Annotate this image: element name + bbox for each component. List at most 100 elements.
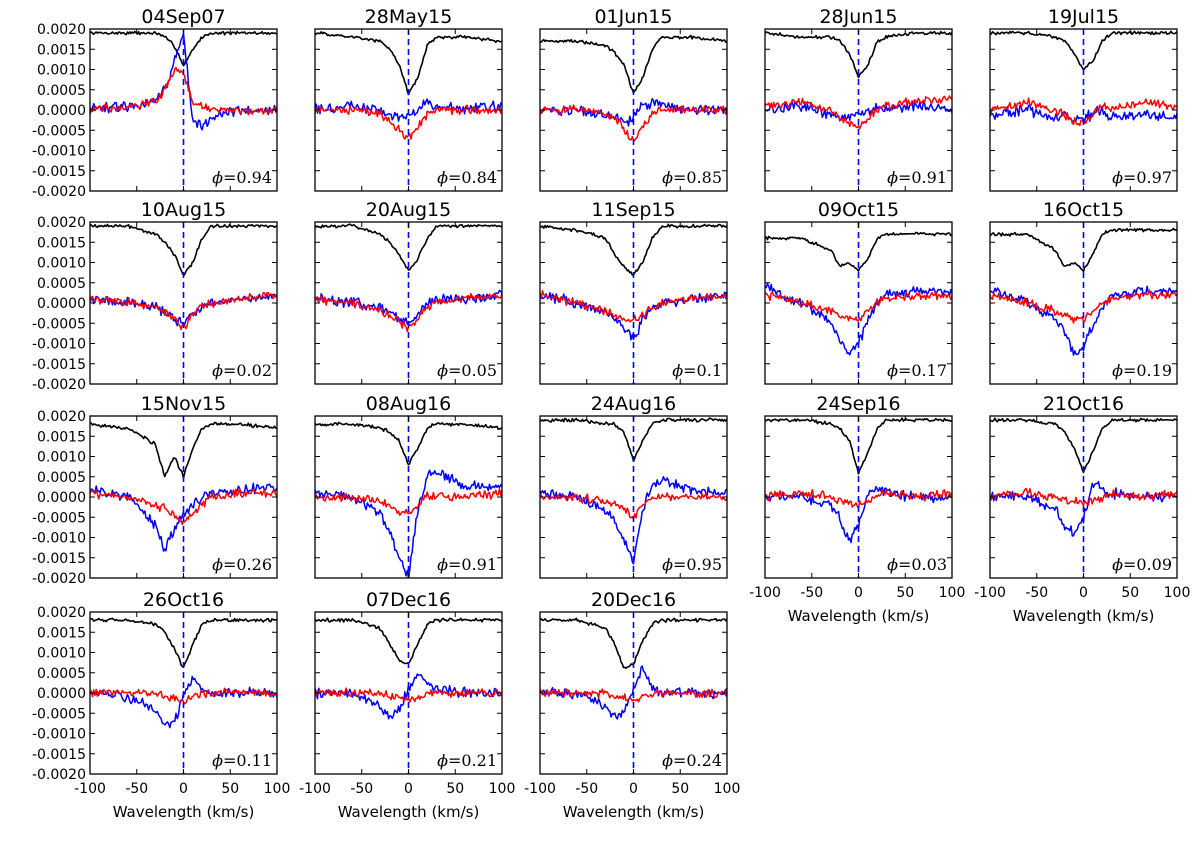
y-tick-label: -0.0010 (32, 531, 86, 547)
panel-09Oct15: 09Oct15 ϕ=0.17 (764, 199, 953, 385)
x-tick-label: 50 (446, 781, 464, 797)
panel-title: 19Jul15 (1048, 6, 1119, 28)
panel-series (315, 421, 502, 578)
y-tick-label: 0.0020 (37, 605, 86, 621)
panel-title: 24Sep16 (816, 393, 900, 415)
x-axis-label: Wavelength (km/s) (338, 803, 480, 821)
phase-annotation: ϕ=0.03 (887, 555, 947, 574)
y-tick-label: 0.0015 (37, 429, 86, 445)
series-line-stokes-i-scaled (765, 417, 952, 475)
x-tick-label: -50 (800, 585, 823, 601)
y-tick-label: 0.0005 (37, 470, 86, 486)
y-tick-label: -0.0005 (32, 706, 86, 722)
y-tick-label: 0.0010 (37, 450, 86, 466)
y-tick-label: 0.0005 (37, 666, 86, 682)
x-tick-label: -50 (575, 781, 598, 797)
x-tick-label: 100 (489, 781, 516, 797)
panel-title: 21Oct16 (1043, 393, 1124, 415)
x-tick-label: 100 (939, 585, 966, 601)
panel-11Sep15: 11Sep15 ϕ=0.1 (539, 199, 728, 385)
x-tick-label: 50 (671, 781, 689, 797)
y-tick-label: -0.0020 (32, 184, 86, 200)
panel-21Oct16: 21Oct16 -100 -50 0 50 100 Wavelength (km/s) ϕ=0… (974, 393, 1190, 625)
panel-26Oct16: 26Oct16 0.0020 0.0015 0.0010 0.0005 0.0000 -0.… (32, 589, 290, 821)
x-tick-label: 0 (404, 781, 413, 797)
phase-annotation: ϕ=0.97 (1112, 168, 1172, 187)
series-line-stokes-v (90, 675, 277, 729)
x-tick-label: 50 (896, 585, 914, 601)
x-tick-label: 50 (221, 781, 239, 797)
y-tick-label: -0.0015 (32, 164, 86, 180)
panel-24Sep16: 24Sep16 -100 -50 0 50 100 Wavelength (km/s) ϕ=0… (749, 393, 965, 625)
x-axis-label: Wavelength (km/s) (113, 803, 255, 821)
y-tick-label: -0.0005 (32, 510, 86, 526)
x-tick-label: 0 (1079, 585, 1088, 601)
y-tick-label: -0.0020 (32, 571, 86, 587)
panel-title: 08Aug16 (366, 393, 451, 415)
phase-annotation: ϕ=0.85 (662, 168, 722, 187)
x-tick-label: 0 (179, 781, 188, 797)
panel-28Jun15: 28Jun15 ϕ=0.91 (764, 6, 953, 192)
panel-title: 07Dec16 (366, 589, 451, 611)
y-tick-label: -0.0010 (32, 727, 86, 743)
panel-title: 16Oct15 (1043, 199, 1124, 221)
x-tick-label: 100 (264, 781, 291, 797)
x-tick-label: 50 (1121, 585, 1139, 601)
phase-annotation: ϕ=0.84 (437, 168, 497, 187)
panel-10Aug15: 10Aug15 0.0020 0.0015 0.0010 0.0005 0.0000 -0.… (32, 199, 278, 393)
y-tick-label: 0.0005 (37, 83, 86, 99)
series-line-stokes-i-scaled (315, 421, 502, 466)
phase-annotation: ϕ=0.95 (662, 555, 722, 574)
x-tick-label: -50 (1025, 585, 1048, 601)
phase-annotation: ϕ=0.91 (887, 168, 947, 187)
series-line-null-n (765, 95, 952, 130)
panel-20Aug15: 20Aug15 ϕ=0.05 (314, 199, 503, 385)
y-tick-label: 0.0015 (37, 42, 86, 58)
panel-title: 09Oct15 (818, 199, 899, 221)
panel-07Dec16: 07Dec16 -100 -50 0 50 100 Wavelength (km/s) ϕ=0… (299, 589, 515, 821)
x-tick-label: 100 (1164, 585, 1191, 601)
x-tick-label: 0 (629, 781, 638, 797)
phase-annotation: ϕ=0.1 (672, 361, 722, 380)
series-line-null-n (315, 104, 502, 140)
panel-title: 04Sep07 (141, 6, 225, 28)
x-axis-label: Wavelength (km/s) (1013, 607, 1155, 625)
phase-annotation: ϕ=0.02 (212, 361, 272, 380)
panel-title: 20Aug15 (366, 199, 451, 221)
y-tick-label: -0.0020 (32, 767, 86, 783)
y-tick-label: 0.0000 (37, 686, 86, 702)
panel-title: 24Aug16 (591, 393, 676, 415)
panel-28May15: 28May15 ϕ=0.84 (314, 6, 503, 192)
phase-annotation: ϕ=0.21 (437, 751, 497, 770)
phase-annotation: ϕ=0.17 (887, 361, 947, 380)
y-tick-label: -0.0015 (32, 747, 86, 763)
panel-01Jun15: 01Jun15 ϕ=0.85 (539, 6, 728, 192)
phase-annotation: ϕ=0.11 (212, 751, 272, 770)
x-tick-label: -50 (125, 781, 148, 797)
y-tick-label: 0.0010 (37, 646, 86, 662)
y-tick-label: -0.0015 (32, 551, 86, 567)
phase-annotation: ϕ=0.09 (1112, 555, 1172, 574)
y-tick-label: -0.0020 (32, 377, 86, 393)
y-tick-label: -0.0015 (32, 357, 86, 373)
panel-title: 01Jun15 (594, 6, 672, 28)
panel-04Sep07: 04Sep07 0.0020 0.0015 0.0010 0.0005 0.0000 -0.… (32, 6, 278, 200)
panel-title: 28May15 (365, 6, 453, 28)
x-tick-label: -100 (749, 585, 781, 601)
panel-16Oct15: 16Oct15 ϕ=0.19 (989, 199, 1178, 385)
x-axis-label: Wavelength (km/s) (563, 803, 705, 821)
panel-title: 15Nov15 (141, 393, 226, 415)
y-tick-label: 0.0015 (37, 235, 86, 251)
series-line-stokes-v (540, 475, 727, 565)
x-tick-label: -100 (74, 781, 106, 797)
y-tick-label: 0.0005 (37, 276, 86, 292)
series-line-null-n (90, 688, 277, 705)
series-line-null-n (990, 487, 1177, 507)
y-tick-label: -0.0010 (32, 337, 86, 353)
phase-annotation: ϕ=0.91 (437, 555, 497, 574)
series-line-stokes-i-scaled (90, 30, 277, 67)
y-tick-label: 0.0000 (37, 490, 86, 506)
panel-series (990, 417, 1177, 537)
phase-annotation: ϕ=0.94 (212, 168, 272, 187)
panel-title: 26Oct16 (143, 589, 224, 611)
